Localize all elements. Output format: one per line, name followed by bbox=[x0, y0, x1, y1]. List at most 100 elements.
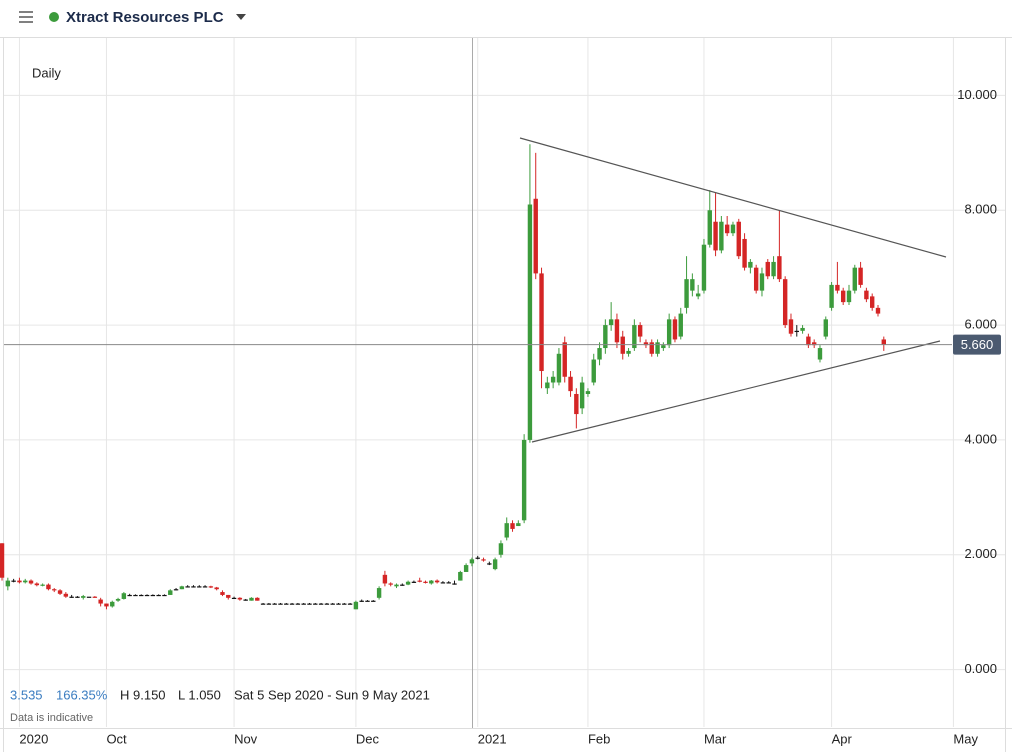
trendline-upper bbox=[519, 137, 947, 258]
status-dot bbox=[49, 12, 59, 22]
candle-body bbox=[869, 296, 875, 308]
candle-body bbox=[875, 307, 881, 314]
candle-body bbox=[133, 594, 138, 597]
candle-body bbox=[550, 376, 556, 383]
interval-label: Daily bbox=[32, 65, 61, 80]
candle-body bbox=[690, 279, 695, 291]
candle-body bbox=[463, 565, 469, 572]
candle-body bbox=[672, 319, 678, 340]
candle-body bbox=[498, 543, 504, 555]
candle-body bbox=[191, 586, 196, 588]
candle-body bbox=[539, 273, 544, 372]
candle-body bbox=[347, 603, 353, 605]
candle-body bbox=[237, 597, 243, 600]
x-tick-label: May bbox=[953, 731, 978, 746]
candle-body bbox=[208, 586, 214, 588]
candle-body bbox=[197, 586, 202, 588]
candle-body bbox=[788, 319, 794, 334]
candle-body bbox=[214, 587, 219, 590]
candle-body bbox=[272, 603, 277, 605]
candle-body bbox=[771, 261, 776, 277]
candle-body bbox=[423, 581, 428, 583]
stat-change: 3.535 bbox=[10, 687, 43, 702]
y-tick-label: 10.000 bbox=[957, 87, 997, 102]
x-tick-label: Nov bbox=[234, 731, 258, 746]
candle-body bbox=[620, 336, 625, 354]
menu-icon[interactable] bbox=[19, 11, 33, 23]
candle-body bbox=[434, 580, 440, 583]
candle-body bbox=[359, 600, 364, 602]
candle-body bbox=[556, 353, 562, 383]
candle-body bbox=[23, 580, 28, 583]
candle-body bbox=[394, 584, 399, 587]
candle-body bbox=[307, 603, 312, 605]
candle-body bbox=[98, 599, 103, 604]
y-tick-label: 4.000 bbox=[964, 431, 997, 446]
candle-body bbox=[858, 267, 863, 285]
dropdown-caret[interactable] bbox=[236, 14, 246, 20]
y-tick-label: 8.000 bbox=[964, 202, 997, 217]
candle-body bbox=[632, 325, 637, 349]
x-tick-label: Apr bbox=[832, 731, 853, 746]
candle-body bbox=[881, 339, 886, 345]
x-tick-label: Feb bbox=[588, 731, 610, 746]
candle-body bbox=[446, 582, 451, 584]
candle-body bbox=[382, 574, 388, 584]
x-tick-label: Dec bbox=[356, 731, 380, 746]
candle-body bbox=[11, 580, 16, 582]
candle-body bbox=[220, 592, 225, 595]
candle-body bbox=[139, 594, 144, 597]
y-tick-label: 2.000 bbox=[964, 546, 997, 561]
candle-body bbox=[533, 198, 538, 274]
candle-body bbox=[614, 319, 620, 343]
candle-body bbox=[110, 601, 115, 607]
candle-body bbox=[510, 523, 515, 529]
x-tick-label: 2021 bbox=[478, 731, 507, 746]
candle-body bbox=[707, 210, 712, 245]
candle-body bbox=[835, 284, 840, 291]
trendline-lower bbox=[531, 340, 941, 443]
stat-range: Sat 5 Sep 2020 - Sun 9 May 2021 bbox=[234, 687, 430, 702]
candle-body bbox=[579, 382, 585, 409]
candle-body bbox=[75, 596, 80, 598]
stat-change-pct: 166.35% bbox=[56, 687, 108, 702]
candle-body bbox=[86, 596, 92, 598]
candle-body bbox=[753, 267, 759, 291]
candle-body bbox=[57, 590, 63, 594]
candle-body bbox=[284, 603, 289, 605]
candle-body bbox=[63, 593, 69, 597]
last-price-badge bbox=[953, 334, 1001, 355]
candle-body bbox=[748, 261, 753, 268]
candle-body bbox=[695, 293, 701, 297]
candle-body bbox=[313, 603, 318, 605]
candle-body bbox=[800, 327, 805, 331]
candle-body bbox=[527, 204, 533, 440]
last-price-label: 5.660 bbox=[961, 337, 994, 352]
stat-high: H 9.150 bbox=[120, 687, 166, 702]
candle-body bbox=[574, 393, 579, 415]
candle-body bbox=[17, 580, 22, 583]
candle-body bbox=[144, 594, 150, 597]
candle-body bbox=[782, 279, 788, 326]
instrument-title[interactable]: Xtract Resources PLC bbox=[66, 9, 224, 26]
candle-body bbox=[388, 583, 393, 585]
candle-body bbox=[626, 350, 631, 354]
candle-body bbox=[608, 319, 614, 326]
candle-body bbox=[806, 336, 811, 346]
candle-body bbox=[475, 557, 480, 559]
candle-body bbox=[516, 523, 521, 527]
candle-body bbox=[481, 559, 486, 561]
candle-body bbox=[666, 319, 672, 346]
candle-body bbox=[168, 590, 173, 595]
candle-body bbox=[266, 603, 272, 605]
candle-body bbox=[5, 580, 11, 587]
candle-body bbox=[405, 581, 411, 585]
candle-body bbox=[521, 439, 527, 521]
candle-body bbox=[260, 603, 266, 605]
candle-body bbox=[318, 603, 324, 605]
candle-body bbox=[678, 313, 683, 337]
candle-body bbox=[655, 342, 660, 354]
candle-body bbox=[730, 224, 736, 234]
y-tick-label: 6.000 bbox=[964, 317, 997, 332]
